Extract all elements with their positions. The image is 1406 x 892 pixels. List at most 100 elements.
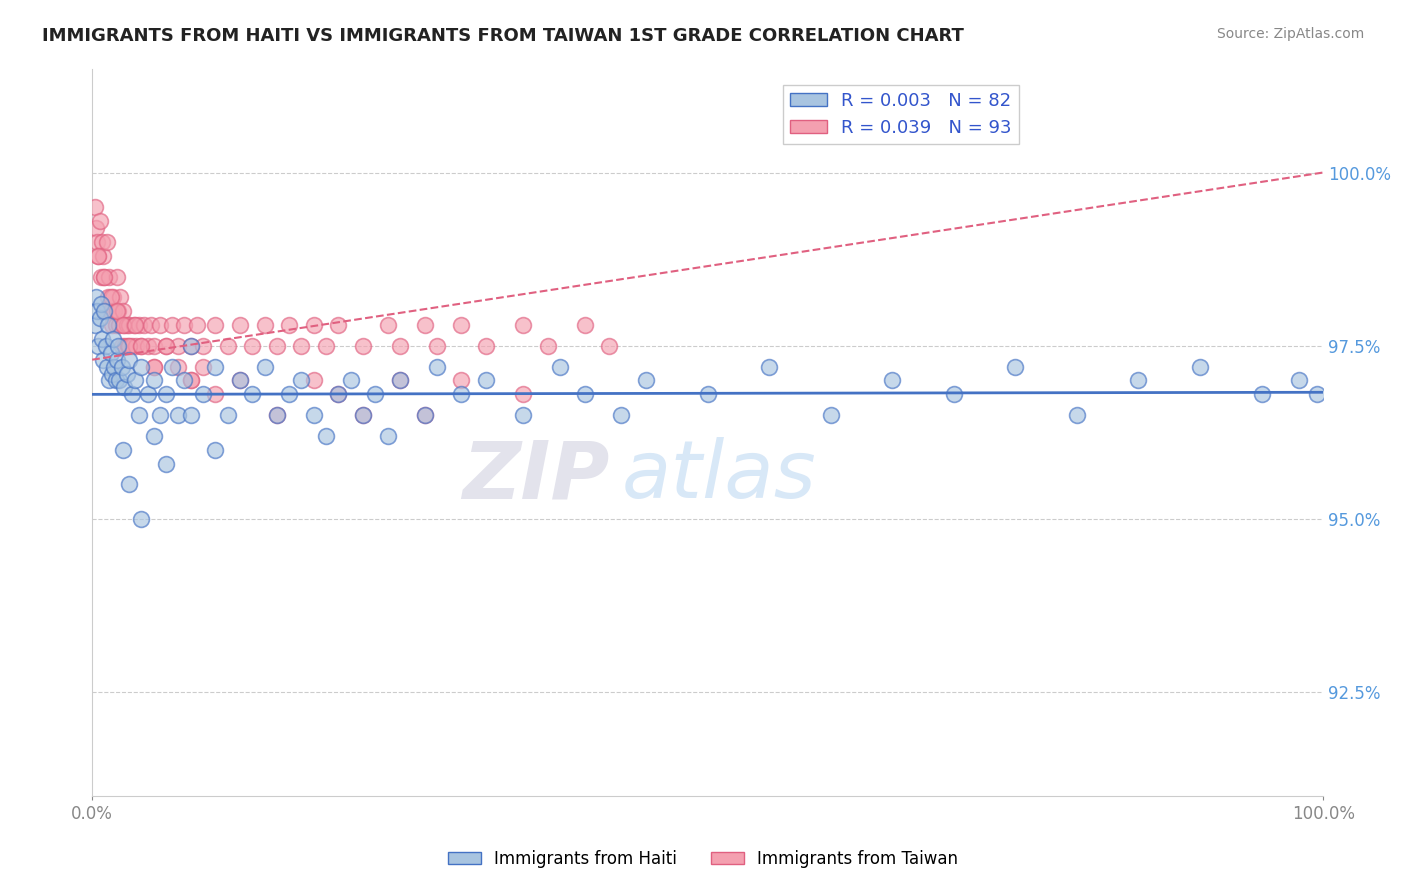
Point [105,269,128,284]
Point [121,387,143,401]
Point [136,339,159,353]
Point [118,477,141,491]
Point [103,359,125,374]
Point [114,339,136,353]
Point [87,339,110,353]
Point [91,352,114,367]
Point [124,318,146,332]
Point [388,339,411,353]
Point [128,408,150,422]
Point [636,374,658,388]
Point [136,387,159,401]
Point [122,318,145,332]
Point [328,318,350,332]
Point [696,387,718,401]
Point [101,318,124,332]
Point [125,339,148,353]
Point [450,374,472,388]
Point [217,408,239,422]
Point [328,387,350,401]
Legend: Immigrants from Haiti, Immigrants from Taiwan: Immigrants from Haiti, Immigrants from T… [441,844,965,875]
Point [186,318,208,332]
Point [87,249,110,263]
Point [450,318,472,332]
Point [149,408,172,422]
Point [90,269,112,284]
Point [229,318,252,332]
Point [413,318,436,332]
Point [339,374,361,388]
Point [155,387,177,401]
Point [142,359,165,374]
Legend: R = 0.003   N = 82, R = 0.039   N = 93: R = 0.003 N = 82, R = 0.039 N = 93 [783,85,1019,145]
Point [598,339,620,353]
Point [108,374,131,388]
Point [266,339,288,353]
Point [103,304,125,318]
Point [83,200,105,214]
Point [89,214,111,228]
Point [86,304,108,318]
Text: IMMIGRANTS FROM HAITI VS IMMIGRANTS FROM TAIWAN 1ST GRADE CORRELATION CHART: IMMIGRANTS FROM HAITI VS IMMIGRANTS FROM… [42,27,965,45]
Point [160,359,183,374]
Point [426,339,449,353]
Point [112,380,135,394]
Point [290,374,312,388]
Point [101,290,124,304]
Point [111,359,134,374]
Point [475,374,498,388]
Point [142,429,165,443]
Point [328,387,350,401]
Point [97,290,120,304]
Point [84,221,107,235]
Point [266,408,288,422]
Point [377,429,399,443]
Point [253,318,276,332]
Point [111,442,134,457]
Point [290,339,312,353]
Point [124,374,146,388]
Point [111,304,134,318]
Point [217,339,239,353]
Point [117,339,139,353]
Point [253,359,276,374]
Point [91,249,114,263]
Point [91,235,114,249]
Point [110,290,132,304]
Point [101,367,124,381]
Point [352,408,374,422]
Point [574,318,596,332]
Point [155,339,177,353]
Point [229,374,252,388]
Point [180,339,202,353]
Point [882,374,904,388]
Point [1189,359,1212,374]
Point [364,387,387,401]
Point [111,318,134,332]
Point [512,387,534,401]
Point [107,304,129,318]
Point [83,318,105,332]
Point [512,318,534,332]
Point [204,387,226,401]
Point [352,339,374,353]
Point [413,408,436,422]
Point [107,339,129,353]
Point [388,374,411,388]
Point [142,374,165,388]
Point [90,297,112,311]
Point [173,374,195,388]
Point [104,374,127,388]
Text: Source: ZipAtlas.com: Source: ZipAtlas.com [1216,27,1364,41]
Point [204,359,226,374]
Point [118,318,141,332]
Point [98,374,121,388]
Point [105,304,128,318]
Point [942,387,965,401]
Point [96,235,118,249]
Point [155,339,177,353]
Point [820,408,842,422]
Point [128,318,150,332]
Point [98,269,121,284]
Point [1306,387,1329,401]
